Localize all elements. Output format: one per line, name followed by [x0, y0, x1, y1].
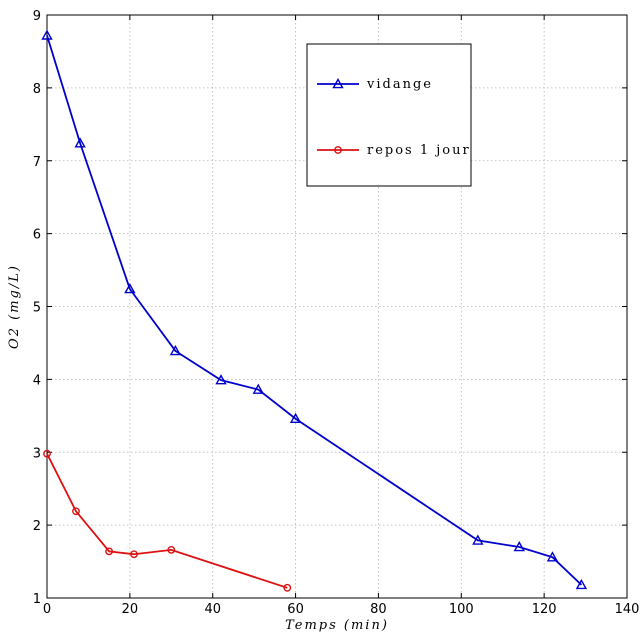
legend-marker-repos-1-jour [334, 146, 342, 154]
data-point [283, 583, 292, 592]
data-point [124, 283, 136, 294]
data-point [289, 412, 302, 424]
data-point [74, 137, 86, 148]
x-axis-title: Temps (min) [285, 618, 389, 633]
y-tick-label: 9 [33, 9, 41, 24]
data-point [72, 507, 80, 516]
series-repos-1-jour [43, 449, 292, 592]
legend-marker-vidange [332, 78, 344, 89]
data-point [472, 534, 484, 545]
series-group [41, 29, 588, 592]
y-tick-label: 3 [33, 446, 41, 461]
data-point [252, 383, 264, 394]
y-tick-label: 6 [33, 228, 41, 243]
x-tick-label: 20 [122, 602, 139, 617]
y-axis-title-group: O2 (mg/L) [7, 264, 22, 349]
x-tick-label: 140 [615, 602, 640, 617]
x-tick-label: 120 [532, 602, 557, 617]
data-point [513, 541, 525, 552]
series-line-repos-1-jour [46, 453, 288, 589]
y-tick-label: 5 [33, 301, 41, 316]
x-tick-label: 60 [287, 602, 304, 617]
y-tick-label: 1 [33, 592, 41, 607]
x-tick-label: 40 [204, 602, 221, 617]
y-axis-title: O2 (mg/L) [7, 264, 22, 349]
y-tick-label: 7 [33, 155, 41, 170]
data-point [215, 374, 227, 385]
x-tick-label: 80 [370, 602, 387, 617]
data-point [167, 546, 176, 554]
data-point [130, 550, 138, 559]
x-tick-label: 100 [449, 602, 474, 617]
y-tick-label: 8 [33, 82, 41, 97]
axis-ticks: 0 20 40 60 80 100 120 140 1 2 3 4 5 6 7 8 9 [33, 9, 640, 617]
data-point [546, 551, 559, 562]
y-tick-label: 4 [33, 373, 41, 388]
legend-box [306, 43, 472, 187]
legend: vidange repos 1 jour [306, 43, 472, 187]
x-tick-label: 0 [43, 602, 51, 617]
series-line-vidange [46, 35, 583, 586]
series-vidange [41, 29, 588, 590]
data-point [575, 578, 588, 590]
data-point [43, 449, 51, 458]
data-point [41, 29, 53, 40]
legend-label-vidange: vidange [366, 77, 433, 92]
data-point [105, 547, 114, 556]
legend-label-repos-1-jour: repos 1 jour [367, 143, 471, 158]
data-point [169, 345, 182, 356]
y-tick-label: 2 [33, 519, 41, 534]
